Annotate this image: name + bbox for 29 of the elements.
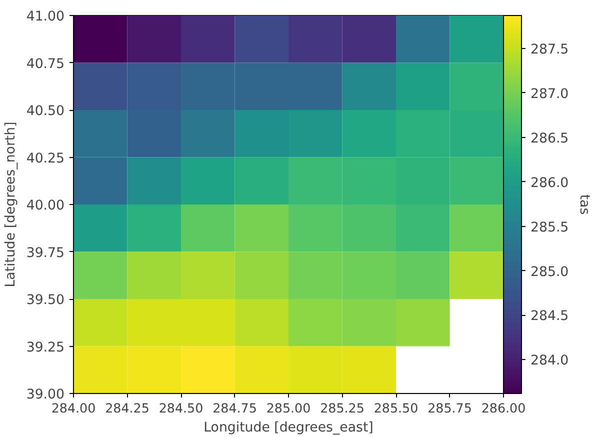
color-bar-label: 284.5 bbox=[530, 309, 569, 324]
y-tick-label: 40.25 bbox=[26, 151, 64, 166]
y-tick-label: 40.50 bbox=[26, 104, 64, 119]
x-axis-title: Longitude [degrees_east] bbox=[204, 420, 374, 436]
x-tick-label: 285.75 bbox=[428, 400, 472, 416]
y-axis-title: Latitude [degrees_north] bbox=[3, 122, 18, 288]
x-tick-label: 284.00 bbox=[51, 400, 96, 416]
x-tick-label: 284.50 bbox=[158, 400, 204, 416]
y-tick-label: 41.00 bbox=[26, 10, 64, 24]
color-bar-label: 287.5 bbox=[530, 42, 569, 58]
y-tick-label: 40.00 bbox=[26, 198, 64, 214]
x-tick-label: 284.75 bbox=[212, 400, 257, 416]
y-tick-label: 39.00 bbox=[26, 388, 64, 402]
y-tick-label: 39.25 bbox=[26, 340, 64, 356]
y-tick-label: 39.50 bbox=[26, 293, 64, 308]
x-tick-label: 284.25 bbox=[105, 400, 150, 416]
color-bar-title: tas bbox=[576, 194, 592, 215]
color-bar-label: 284.0 bbox=[530, 354, 569, 369]
x-tick-label: 285.25 bbox=[320, 400, 364, 416]
color-bar-label: 286.5 bbox=[530, 131, 569, 146]
y-tick-label: 39.75 bbox=[26, 246, 64, 261]
color-bar-label: 287.0 bbox=[530, 86, 569, 102]
x-tick-label: 286.00 bbox=[481, 400, 526, 416]
color-bar-label: 285.5 bbox=[530, 220, 569, 236]
y-tick-label: 40.75 bbox=[26, 56, 64, 72]
color-bar-label: 285.0 bbox=[530, 264, 569, 280]
color-bar-label: 286.0 bbox=[530, 176, 569, 191]
x-tick-label: 285.50 bbox=[374, 400, 418, 416]
x-tick-label: 285.00 bbox=[266, 400, 311, 416]
